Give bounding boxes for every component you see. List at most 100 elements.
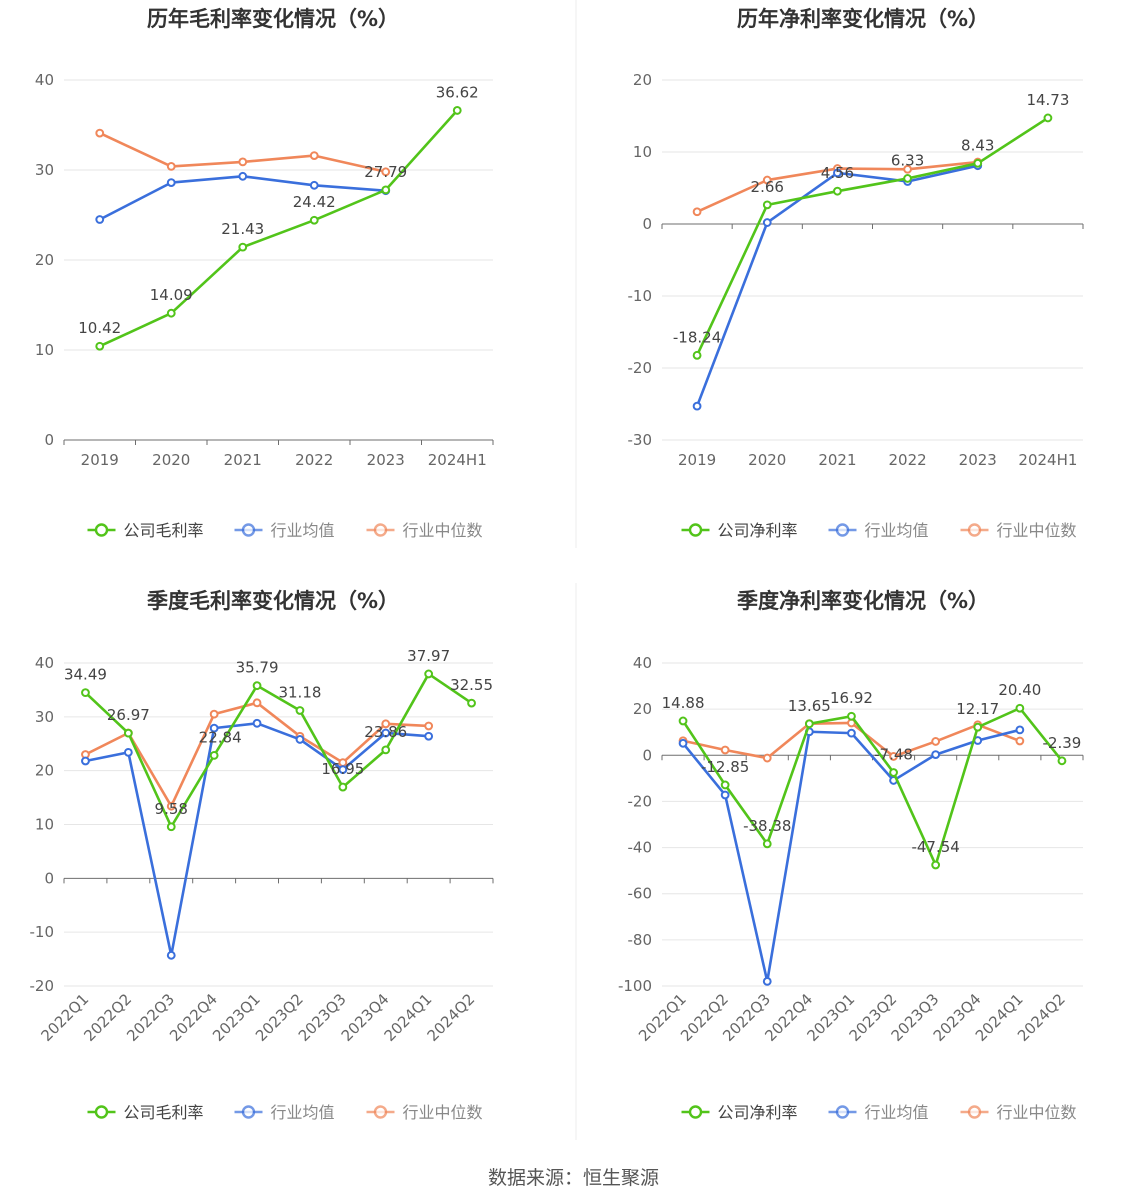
data-point-company[interactable] xyxy=(804,719,814,729)
data-point-median[interactable] xyxy=(309,151,319,161)
data-point-company[interactable] xyxy=(1057,756,1067,766)
data-point-avg[interactable] xyxy=(252,718,262,728)
data-point-company[interactable] xyxy=(762,839,772,849)
data-point-avg[interactable] xyxy=(166,950,176,960)
data-point-company[interactable] xyxy=(847,711,856,721)
y-tick-label: 0 xyxy=(44,869,54,887)
legend-item-avg[interactable]: 行业均值 xyxy=(828,521,929,540)
y-tick-label: 30 xyxy=(35,708,54,726)
data-point-avg[interactable] xyxy=(931,750,941,759)
data-point-avg[interactable] xyxy=(1015,725,1025,735)
data-point-avg[interactable] xyxy=(833,168,842,178)
legend-item-avg[interactable]: 行业均值 xyxy=(234,521,335,540)
legend-marker-icon xyxy=(241,523,256,537)
legend-item-company[interactable]: 公司净利率 xyxy=(681,1103,798,1122)
data-point-company[interactable] xyxy=(467,698,476,708)
data-point-median[interactable] xyxy=(1015,736,1025,746)
data-point-company[interactable] xyxy=(95,341,105,351)
data-point-avg[interactable] xyxy=(123,747,133,757)
data-point-company[interactable] xyxy=(678,716,688,726)
data-point-median[interactable] xyxy=(692,207,702,217)
data-point-company[interactable] xyxy=(720,780,730,790)
data-label: 14.73 xyxy=(1026,91,1069,109)
legend-item-median[interactable]: 行业中位数 xyxy=(366,521,483,540)
data-point-median[interactable] xyxy=(889,752,898,761)
data-point-company[interactable] xyxy=(889,768,898,777)
data-point-company[interactable] xyxy=(424,669,434,679)
data-point-company[interactable] xyxy=(381,185,391,195)
data-point-company[interactable] xyxy=(973,158,983,168)
data-point-company[interactable] xyxy=(762,200,772,210)
legend-item-median[interactable]: 行业中位数 xyxy=(960,1103,1077,1122)
legend-item-median[interactable]: 行业中位数 xyxy=(366,1103,483,1122)
legend-label: 行业均值 xyxy=(865,1103,929,1122)
data-label: -2.39 xyxy=(1043,734,1082,752)
data-point-median[interactable] xyxy=(238,157,248,167)
data-point-avg[interactable] xyxy=(238,171,248,181)
data-point-company[interactable] xyxy=(833,186,842,196)
data-point-company[interactable] xyxy=(209,750,219,760)
data-label: 34.49 xyxy=(64,666,107,684)
data-label: 16.95 xyxy=(321,760,364,778)
data-point-median[interactable] xyxy=(424,721,434,731)
y-tick-label: 30 xyxy=(35,161,54,179)
legend-label: 公司净利率 xyxy=(718,521,798,540)
legend-item-company[interactable]: 公司净利率 xyxy=(681,521,798,540)
data-point-company[interactable] xyxy=(252,681,262,691)
data-point-company[interactable] xyxy=(166,308,176,318)
data-point-median[interactable] xyxy=(95,128,105,138)
y-tick-label: -10 xyxy=(628,287,653,305)
data-point-company[interactable] xyxy=(381,745,391,755)
data-point-avg[interactable] xyxy=(95,215,105,224)
data-point-median[interactable] xyxy=(762,175,772,185)
legend-item-avg[interactable]: 行业均值 xyxy=(234,1103,335,1122)
data-point-avg[interactable] xyxy=(209,723,219,733)
data-point-company[interactable] xyxy=(166,822,176,832)
data-point-avg[interactable] xyxy=(692,401,702,411)
data-point-company[interactable] xyxy=(238,242,248,252)
data-point-median[interactable] xyxy=(252,698,262,708)
data-point-avg[interactable] xyxy=(295,735,305,744)
data-point-avg[interactable] xyxy=(762,976,772,986)
data-point-avg[interactable] xyxy=(847,728,856,738)
data-point-median[interactable] xyxy=(381,167,391,177)
data-point-avg[interactable] xyxy=(720,790,730,800)
data-point-avg[interactable] xyxy=(424,731,434,741)
legend-item-company[interactable]: 公司毛利率 xyxy=(87,1103,204,1122)
y-tick-label: -10 xyxy=(30,923,55,941)
data-point-avg[interactable] xyxy=(81,756,90,766)
data-point-median[interactable] xyxy=(209,709,219,719)
data-point-median[interactable] xyxy=(381,719,391,729)
data-label: 2.66 xyxy=(751,178,784,196)
data-label: 37.97 xyxy=(407,647,450,665)
data-point-company[interactable] xyxy=(295,706,305,715)
data-point-company[interactable] xyxy=(309,215,319,225)
legend-item-company[interactable]: 公司毛利率 xyxy=(87,521,204,540)
data-point-company[interactable] xyxy=(692,350,702,360)
data-point-avg[interactable] xyxy=(381,728,391,738)
data-point-company[interactable] xyxy=(338,782,348,792)
data-point-median[interactable] xyxy=(720,745,730,755)
data-point-avg[interactable] xyxy=(678,738,688,748)
data-point-company[interactable] xyxy=(931,860,941,870)
data-point-company[interactable] xyxy=(1043,113,1053,123)
data-point-company[interactable] xyxy=(452,106,462,115)
data-point-avg[interactable] xyxy=(166,178,176,188)
data-point-company[interactable] xyxy=(1015,703,1025,713)
legend-item-avg[interactable]: 行业均值 xyxy=(828,1103,929,1122)
data-point-avg[interactable] xyxy=(762,218,772,227)
data-point-company[interactable] xyxy=(973,722,983,732)
data-point-company[interactable] xyxy=(903,174,912,183)
data-point-median[interactable] xyxy=(166,162,176,171)
data-point-company[interactable] xyxy=(81,688,90,698)
y-tick-label: 40 xyxy=(633,654,652,672)
legend-item-median[interactable]: 行业中位数 xyxy=(960,521,1077,540)
data-point-avg[interactable] xyxy=(338,765,348,774)
data-point-company[interactable] xyxy=(123,728,133,738)
data-point-median[interactable] xyxy=(166,801,176,811)
data-point-avg[interactable] xyxy=(309,180,319,190)
data-point-median[interactable] xyxy=(931,737,941,746)
data-point-median[interactable] xyxy=(762,753,772,763)
data-point-median[interactable] xyxy=(903,164,912,174)
